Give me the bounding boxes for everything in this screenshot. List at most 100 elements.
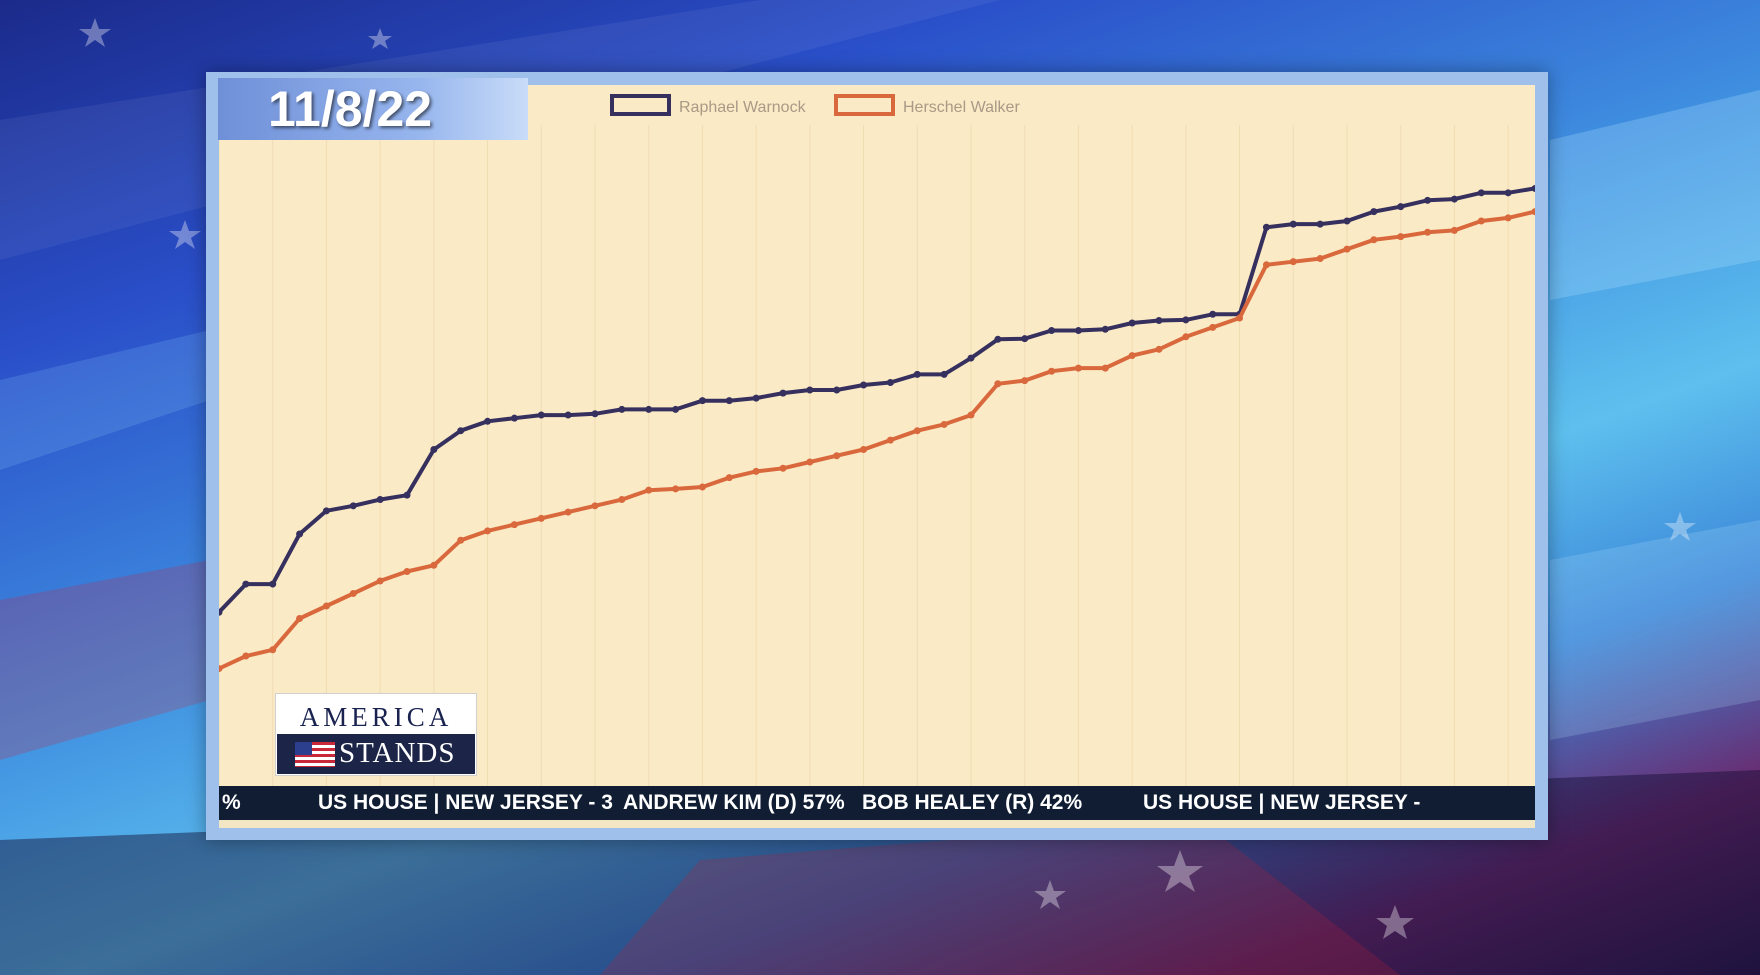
data-point (725, 474, 733, 482)
data-point (376, 496, 384, 504)
america-stands-logo: AMERICA STANDS (275, 693, 477, 776)
data-point (1262, 261, 1270, 269)
data-point (1504, 189, 1512, 197)
data-point (403, 491, 411, 499)
legend-label: Raphael Warnock (679, 99, 807, 116)
chart-series (219, 184, 1535, 673)
date-badge: 11/8/22 (218, 78, 528, 140)
data-point (296, 530, 304, 538)
data-point (430, 561, 438, 569)
ticker-item: ANDREW KIM (D) 57% (623, 791, 845, 814)
data-point (994, 380, 1002, 388)
data-point (672, 485, 680, 493)
data-point (886, 378, 894, 386)
data-point (940, 370, 948, 378)
data-point (806, 458, 814, 466)
data-point (779, 464, 787, 472)
data-point (242, 580, 250, 588)
data-point (1289, 220, 1297, 228)
data-point (242, 652, 250, 660)
data-point (457, 536, 465, 544)
logo-line-1: AMERICA (299, 702, 453, 732)
data-point (219, 608, 223, 616)
data-point (430, 445, 438, 453)
data-point (591, 410, 599, 418)
data-point (349, 589, 357, 597)
chart-grid (219, 125, 1509, 820)
data-point (457, 427, 465, 435)
data-point (994, 335, 1002, 343)
data-point (967, 411, 975, 419)
data-point (322, 602, 330, 610)
data-point (806, 386, 814, 394)
data-point (1424, 228, 1432, 236)
data-point (1424, 196, 1432, 204)
data-point (860, 445, 868, 453)
data-point (1450, 195, 1458, 203)
data-point (1289, 258, 1297, 266)
data-point (1343, 217, 1351, 225)
data-point (1477, 217, 1485, 225)
data-point (484, 417, 492, 425)
data-point (269, 580, 277, 588)
data-point (1074, 327, 1082, 335)
data-point (698, 397, 706, 405)
data-point (618, 405, 626, 413)
data-point (1316, 255, 1324, 263)
data-point (618, 496, 626, 504)
data-point (1048, 367, 1056, 375)
data-point (1370, 208, 1378, 216)
data-point (219, 665, 223, 673)
data-point (725, 397, 733, 405)
data-point (537, 411, 545, 419)
data-point (269, 646, 277, 654)
data-point (1048, 327, 1056, 335)
data-point (1531, 208, 1535, 216)
data-point (591, 502, 599, 510)
ticker-item: US HOUSE | NEW JERSEY - 3 (318, 791, 613, 814)
data-point (510, 414, 518, 422)
data-point (1450, 226, 1458, 234)
ticker-item: US HOUSE | NEW JERSEY - (1143, 791, 1421, 814)
data-point (564, 508, 572, 516)
series-line (219, 209, 1535, 671)
data-point (1021, 377, 1029, 385)
ticker-item: BOB HEALEY (R) 42% (862, 791, 1083, 814)
legend-swatch (610, 94, 671, 116)
data-point (1155, 345, 1163, 353)
data-point (1531, 184, 1535, 192)
data-point (940, 420, 948, 428)
data-point (376, 577, 384, 585)
data-point (537, 514, 545, 522)
data-point (698, 483, 706, 491)
data-point (1155, 317, 1163, 325)
legend-swatch (834, 94, 895, 116)
data-point (752, 394, 760, 402)
data-point (296, 615, 304, 622)
series-line (219, 186, 1535, 614)
data-point (1101, 364, 1109, 372)
data-point (1504, 214, 1512, 222)
logo-bar: STANDS (277, 734, 475, 774)
data-point (1236, 314, 1244, 322)
data-point (752, 467, 760, 475)
chart-legend: Raphael Warnock Herschel Walker (610, 94, 1020, 116)
data-point (1128, 319, 1136, 327)
ticker-bottom-strip (219, 820, 1535, 828)
data-point (779, 389, 787, 397)
data-point (967, 354, 975, 362)
data-point (484, 527, 492, 535)
ticker-item: % (222, 791, 241, 814)
news-ticker: % US HOUSE | NEW JERSEY - 3 ANDREW KIM (… (219, 786, 1535, 820)
data-point (403, 568, 411, 576)
data-point (672, 405, 680, 413)
us-flag-icon (295, 742, 335, 767)
data-point (1397, 233, 1405, 241)
data-point (1343, 245, 1351, 253)
data-point (1477, 189, 1485, 197)
data-point (1316, 220, 1324, 228)
data-point (645, 486, 653, 494)
data-point (1209, 310, 1217, 318)
data-point (1397, 203, 1405, 211)
data-point (645, 405, 653, 413)
